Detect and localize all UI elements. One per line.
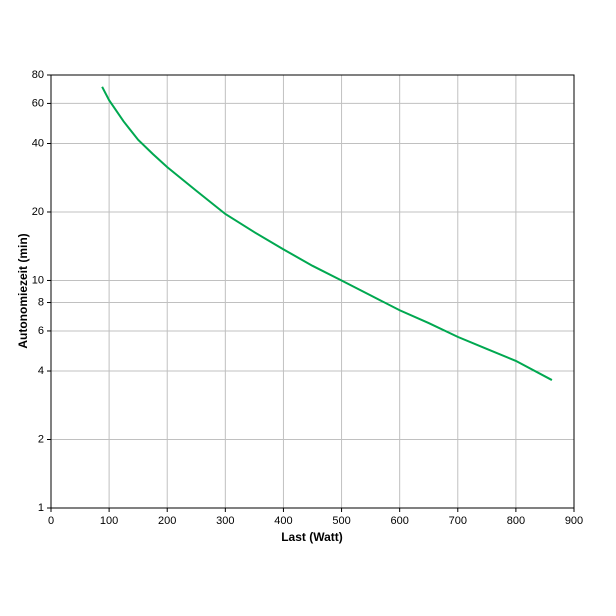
y-tick-label: 2 — [38, 433, 44, 445]
x-axis-label: Last (Watt) — [281, 530, 343, 544]
x-tick-label: 200 — [158, 515, 176, 527]
x-tick-label: 100 — [100, 515, 118, 527]
x-tick-label: 900 — [565, 515, 583, 527]
x-tick-label: 600 — [390, 515, 408, 527]
y-tick-label: 20 — [32, 206, 44, 218]
line — [101, 86, 553, 381]
plot-frame — [50, 74, 575, 509]
x-tick-label: 800 — [507, 515, 525, 527]
y-tick-label: 40 — [32, 137, 44, 149]
y-tick-label: 1 — [38, 502, 44, 514]
y-tick-label: 8 — [38, 296, 44, 308]
y-tick-label: 80 — [32, 69, 44, 81]
y-tick-label: 10 — [32, 274, 44, 286]
x-tick-label: 500 — [332, 515, 350, 527]
y-tick-label: 60 — [32, 97, 44, 109]
y-axis-label: Autonomiezeit (min) — [16, 233, 30, 348]
x-tick-label: 400 — [274, 515, 292, 527]
y-tick-label: 6 — [38, 325, 44, 337]
x-tick-label: 300 — [216, 515, 234, 527]
x-tick-label: 0 — [48, 515, 54, 527]
x-tick-label: 700 — [449, 515, 467, 527]
y-tick-label: 4 — [38, 365, 44, 377]
